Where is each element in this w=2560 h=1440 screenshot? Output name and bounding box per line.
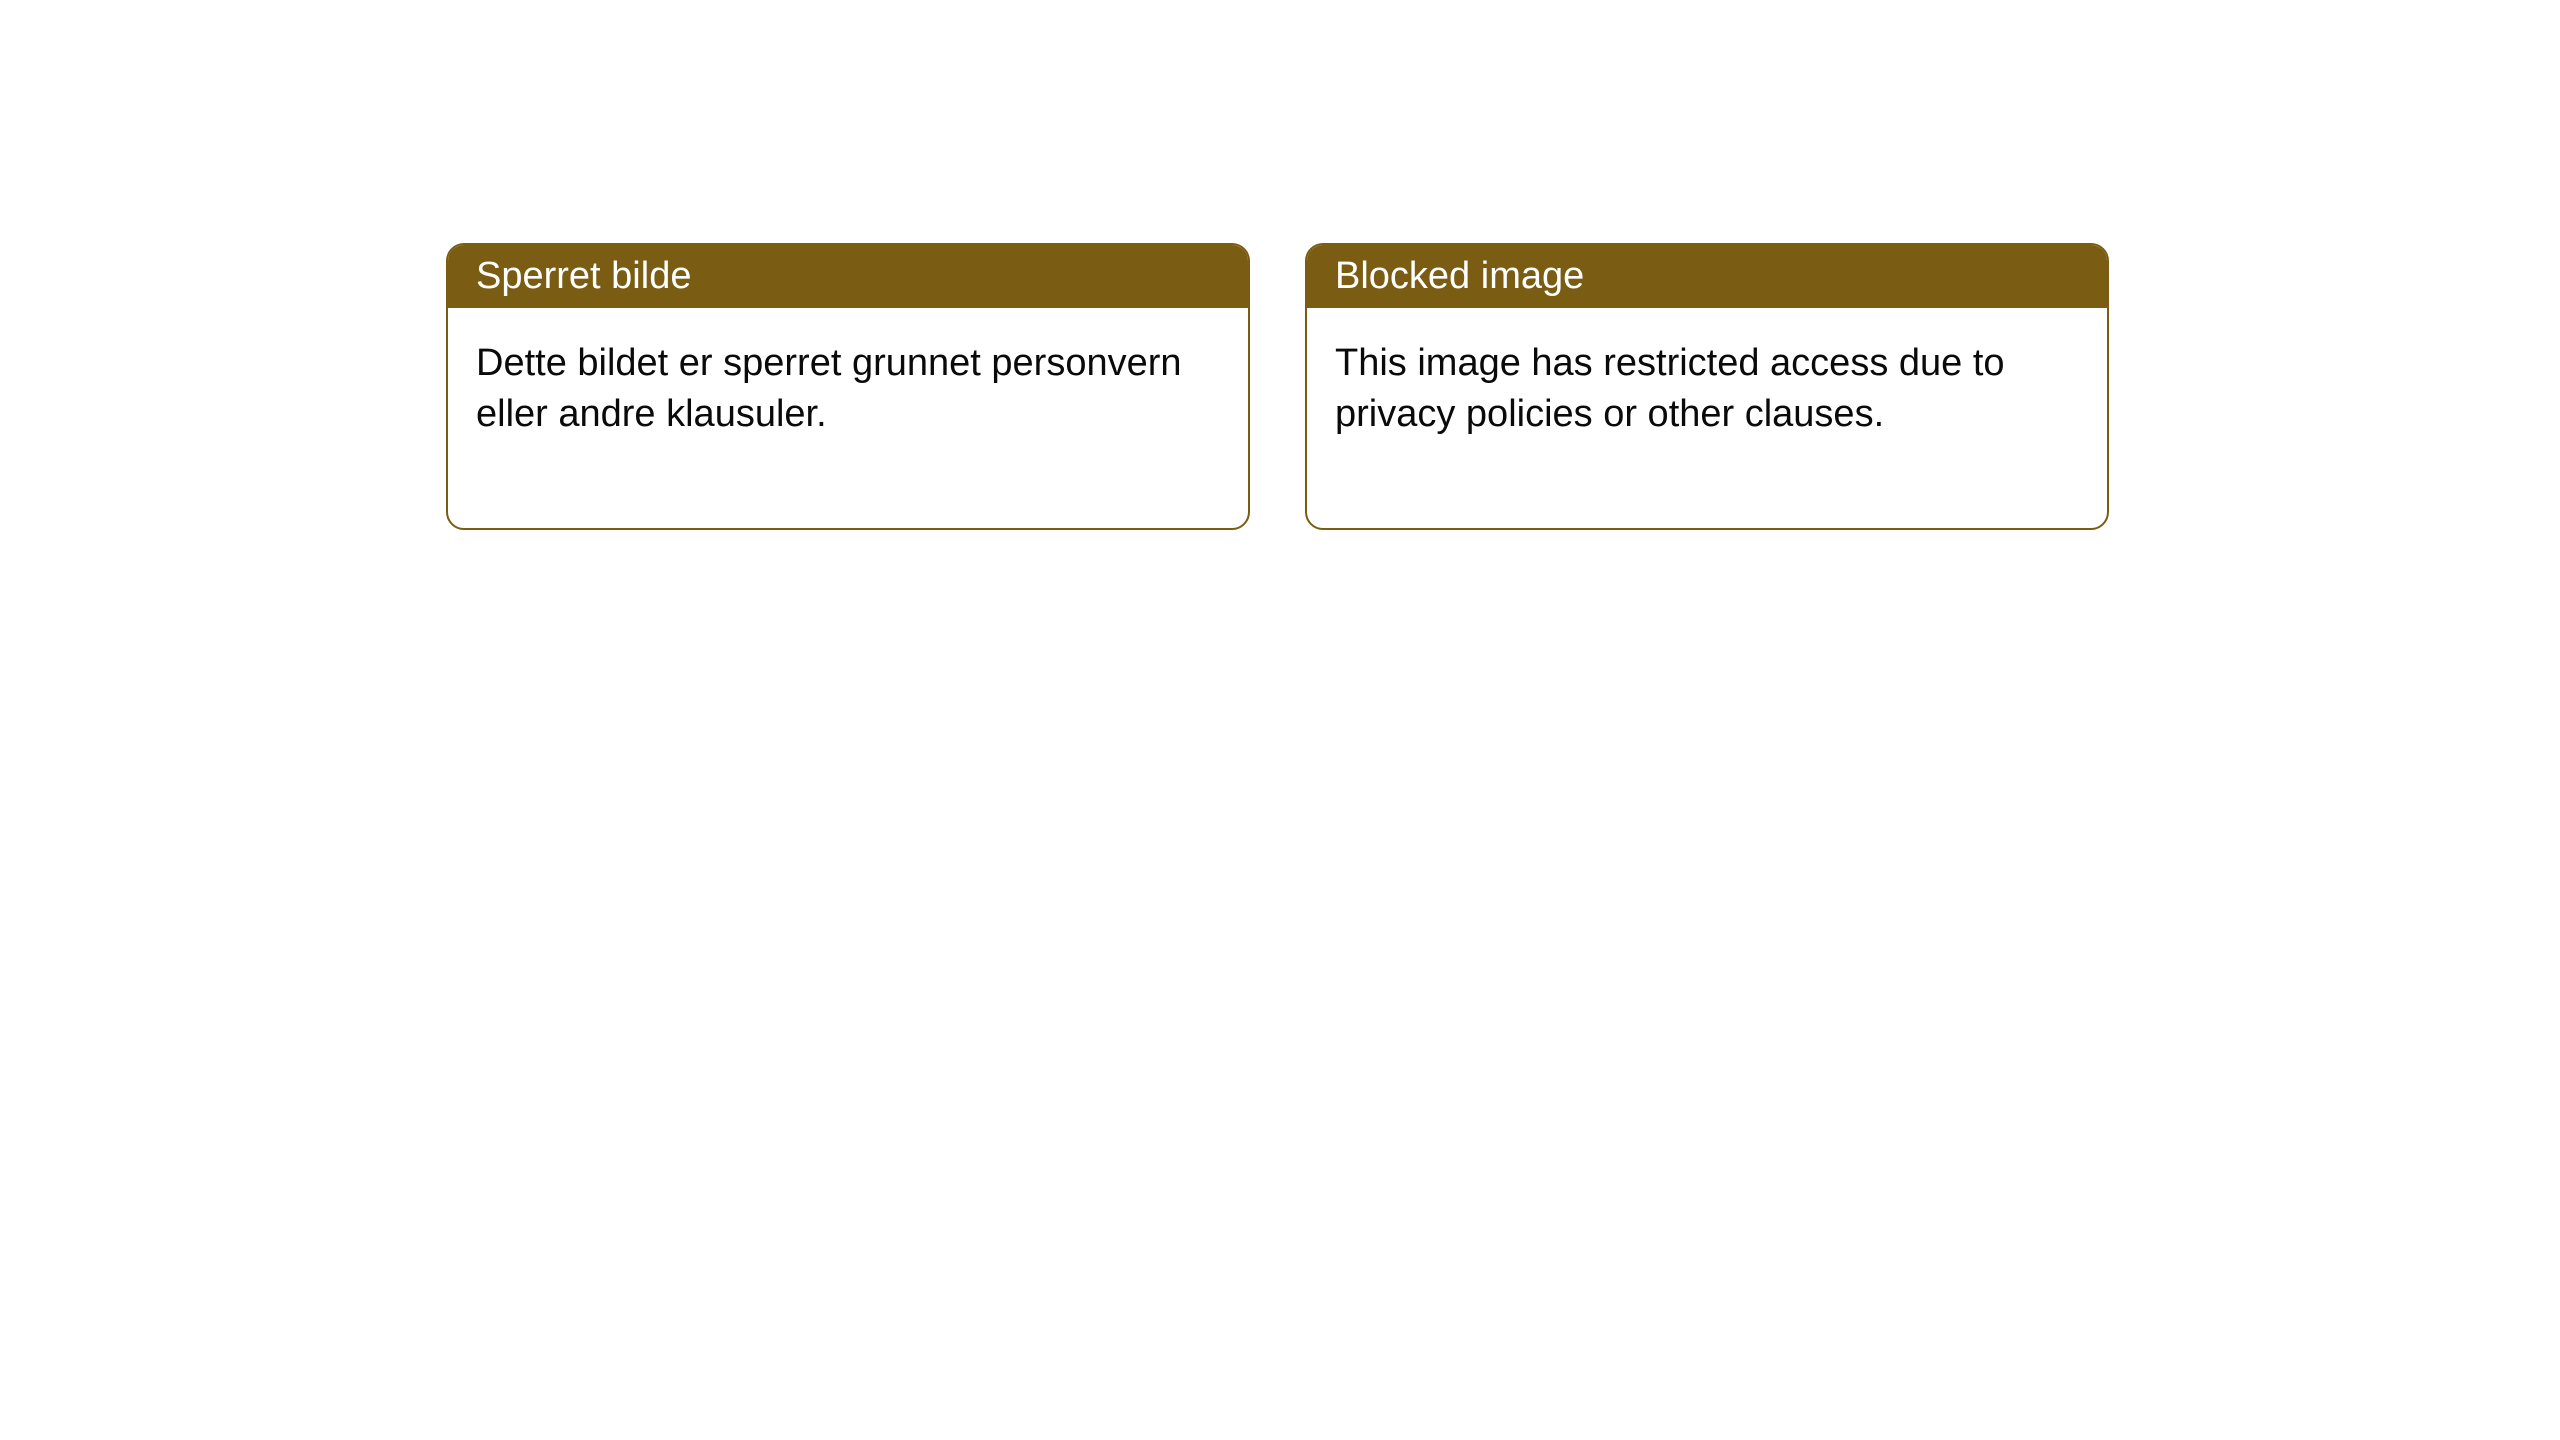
notice-header: Sperret bilde <box>448 245 1248 308</box>
notice-card-norwegian: Sperret bilde Dette bildet er sperret gr… <box>446 243 1250 530</box>
notice-body: Dette bildet er sperret grunnet personve… <box>448 308 1248 528</box>
notice-container: Sperret bilde Dette bildet er sperret gr… <box>0 0 2560 530</box>
notice-card-english: Blocked image This image has restricted … <box>1305 243 2109 530</box>
notice-body: This image has restricted access due to … <box>1307 308 2107 528</box>
notice-header: Blocked image <box>1307 245 2107 308</box>
